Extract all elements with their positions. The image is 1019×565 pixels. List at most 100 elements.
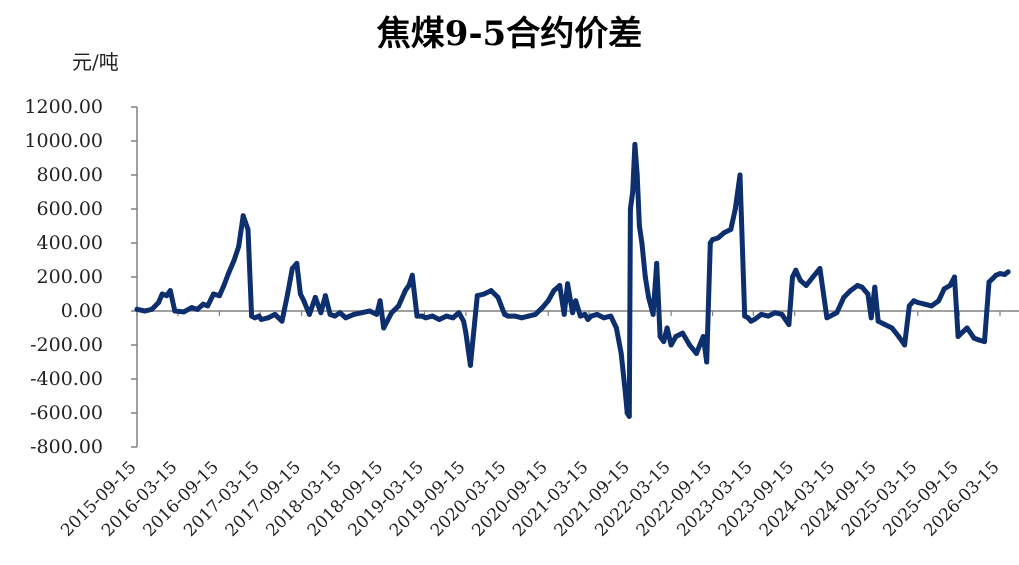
data-point xyxy=(280,319,285,324)
data-point xyxy=(415,314,420,319)
data-point xyxy=(551,288,556,293)
data-point xyxy=(221,283,226,288)
data-point xyxy=(890,326,895,331)
data-point xyxy=(367,309,372,314)
data-point xyxy=(817,266,822,271)
data-point xyxy=(869,315,874,320)
data-point xyxy=(651,312,656,317)
data-point xyxy=(259,317,264,322)
data-point xyxy=(456,310,461,315)
data-point xyxy=(578,314,583,319)
series-line xyxy=(137,144,1008,416)
data-point xyxy=(834,310,839,315)
data-point xyxy=(359,310,364,315)
data-point xyxy=(290,266,295,271)
data-point xyxy=(589,314,594,319)
data-point xyxy=(701,334,706,339)
data-point xyxy=(546,298,551,303)
data-point xyxy=(164,293,169,298)
data-point xyxy=(266,315,271,320)
data-point xyxy=(733,207,738,212)
data-point xyxy=(232,258,237,263)
data-point xyxy=(135,307,140,312)
data-point xyxy=(557,283,562,288)
data-point xyxy=(181,309,186,314)
y-tick-label: 0.00 xyxy=(61,300,103,322)
data-point xyxy=(959,331,964,336)
data-point xyxy=(948,283,953,288)
data-point xyxy=(630,190,635,195)
data-point xyxy=(374,312,379,317)
data-point xyxy=(582,312,587,317)
data-point xyxy=(241,213,246,218)
data-point xyxy=(632,142,637,147)
data-point xyxy=(810,275,815,280)
chart-axes xyxy=(137,107,1019,447)
data-point xyxy=(848,288,853,293)
data-point xyxy=(637,224,642,229)
x-axis-ticks: 2015-09-152016-03-152016-09-152017-03-15… xyxy=(57,311,1003,541)
data-point xyxy=(929,303,934,308)
data-point xyxy=(482,292,487,297)
data-point xyxy=(673,334,678,339)
data-point xyxy=(236,244,241,249)
data-point xyxy=(351,312,356,317)
data-point xyxy=(389,310,394,315)
data-point xyxy=(160,292,165,297)
y-axis-ticks: 1200.001000.00800.00600.00400.00200.000.… xyxy=(24,96,137,458)
y-tick-label: 800.00 xyxy=(37,164,103,186)
data-point xyxy=(246,227,251,232)
y-tick-label: 600.00 xyxy=(37,198,103,220)
data-point xyxy=(323,293,328,298)
data-point xyxy=(643,275,648,280)
data-point xyxy=(952,275,957,280)
data-point xyxy=(738,173,743,178)
data-point xyxy=(406,283,411,288)
data-point xyxy=(790,275,795,280)
data-point xyxy=(205,303,210,308)
data-point xyxy=(628,207,633,212)
data-point xyxy=(759,312,764,317)
data-point xyxy=(403,288,408,293)
data-point xyxy=(786,322,791,327)
data-point xyxy=(217,293,222,298)
data-point xyxy=(475,293,480,298)
data-point xyxy=(451,315,456,320)
data-point xyxy=(972,336,977,341)
data-point xyxy=(496,295,501,300)
data-point xyxy=(998,271,1003,276)
data-point xyxy=(595,312,600,317)
data-point xyxy=(318,310,323,315)
data-point xyxy=(876,319,881,324)
data-point xyxy=(519,315,524,320)
data-point xyxy=(168,288,173,293)
data-point xyxy=(149,307,154,312)
data-point xyxy=(922,302,927,307)
data-point xyxy=(710,237,715,242)
data-point xyxy=(779,312,784,317)
data-point xyxy=(872,285,877,290)
data-point xyxy=(1006,269,1011,274)
data-point xyxy=(608,314,613,319)
data-point xyxy=(907,303,912,308)
data-point xyxy=(936,298,941,303)
data-point xyxy=(883,322,888,327)
data-point xyxy=(601,315,606,320)
data-point xyxy=(189,305,194,310)
data-point xyxy=(573,298,578,303)
data-point xyxy=(142,309,147,314)
data-point xyxy=(294,261,299,266)
data-point xyxy=(565,281,570,286)
data-point xyxy=(172,309,177,314)
data-point xyxy=(687,343,692,348)
data-point xyxy=(313,295,318,300)
data-point xyxy=(728,227,733,232)
data-point xyxy=(343,315,348,320)
data-point xyxy=(694,351,699,356)
data-point xyxy=(669,343,674,348)
data-point xyxy=(627,414,632,419)
data-point xyxy=(722,230,727,235)
data-point xyxy=(410,273,415,278)
data-point xyxy=(226,271,231,276)
data-point xyxy=(461,319,466,324)
